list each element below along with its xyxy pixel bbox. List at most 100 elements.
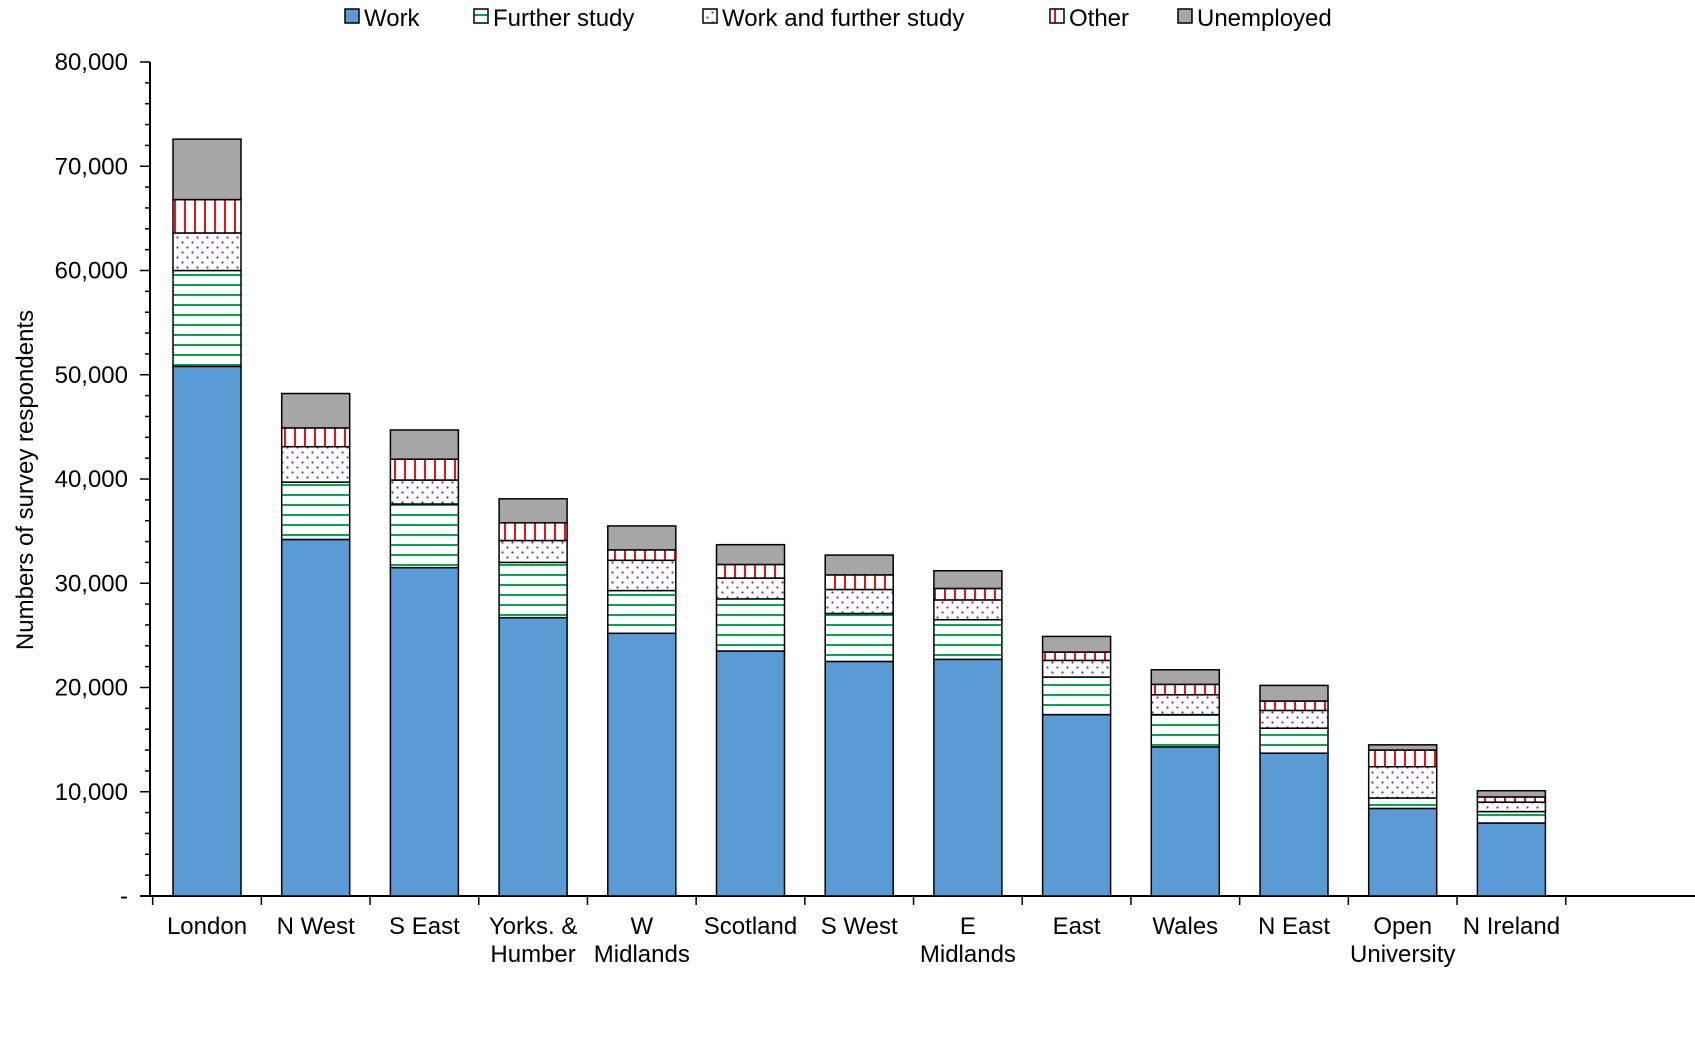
bar-other-east	[1041, 651, 1112, 662]
x-category-label: N Ireland	[1463, 913, 1560, 940]
legend-item-work: Work	[344, 5, 421, 32]
legend-item-further-study: Further study	[473, 5, 634, 32]
y-tick-label: 80,000	[55, 49, 128, 76]
bar-further-study-n-east	[1259, 727, 1329, 754]
x-category-label: N East	[1258, 913, 1330, 940]
bar-work-east	[1041, 713, 1112, 897]
bar-further-study-wales	[1150, 713, 1221, 748]
bar-other-n-ireland	[1476, 796, 1547, 803]
bar-work-and-further-study-w-midlands	[607, 559, 677, 592]
x-category-label: Open	[1373, 913, 1432, 940]
bar-further-study-s-west	[824, 612, 894, 663]
bar-other-wales	[1150, 683, 1221, 696]
bar-unemployed-n-west	[280, 392, 351, 429]
legend-swatch	[702, 8, 718, 24]
bar-work-and-further-study-s-east	[389, 479, 460, 505]
legend-item-other: Other	[1049, 5, 1129, 32]
bar-work-open-university	[1367, 807, 1438, 897]
bar-unemployed-wales	[1150, 669, 1221, 686]
legend-swatch	[1049, 8, 1065, 24]
bar-unemployed-yorks-humber	[498, 498, 568, 524]
bar-work-w-midlands	[607, 632, 677, 897]
bar-unemployed-s-east	[389, 429, 460, 460]
y-tick-label: 30,000	[55, 570, 128, 597]
x-category-label: University	[1350, 941, 1455, 968]
bar-other-london	[172, 198, 242, 234]
legend-swatch	[344, 8, 360, 24]
x-category-label: W	[630, 913, 653, 940]
y-axis-title: Numbers of survey respondents	[12, 310, 39, 650]
bar-further-study-w-midlands	[607, 589, 677, 635]
y-tick-label: 70,000	[55, 153, 128, 180]
y-tick-label: 40,000	[55, 466, 128, 493]
bar-work-e-midlands	[933, 658, 1003, 897]
legend-swatch	[473, 8, 489, 24]
bar-work-and-further-study-n-west	[280, 445, 351, 483]
y-tick-label: 50,000	[55, 362, 128, 389]
bar-other-yorks-humber	[498, 522, 568, 542]
x-category-label: London	[167, 913, 247, 940]
bar-unemployed-scotland	[715, 543, 786, 566]
x-category-label: Wales	[1152, 913, 1218, 940]
bar-unemployed-e-midlands	[933, 569, 1003, 590]
x-category-label: Yorks. &	[489, 913, 578, 940]
legend-label: Work	[364, 5, 421, 32]
x-category-label: S East	[389, 913, 460, 940]
bars	[172, 138, 1547, 897]
x-category-label: Humber	[490, 941, 575, 968]
x-category-label: S West	[821, 913, 898, 940]
bar-work-n-ireland	[1476, 822, 1547, 897]
bar-further-study-scotland	[715, 598, 786, 652]
bar-work-and-further-study-s-west	[824, 588, 894, 615]
bar-work-and-further-study-london	[172, 232, 242, 272]
bar-further-study-east	[1041, 676, 1112, 716]
bar-unemployed-w-midlands	[607, 525, 677, 551]
legend-swatch	[1177, 8, 1193, 24]
x-category-label: Scotland	[704, 913, 797, 940]
bar-further-study-open-university	[1367, 797, 1438, 810]
bar-other-s-west	[824, 574, 894, 591]
bar-further-study-yorks-humber	[498, 561, 568, 619]
bar-other-n-east	[1259, 700, 1329, 712]
legend-label: Further study	[493, 5, 634, 32]
bar-work-s-west	[824, 660, 894, 897]
y-tick-label: 10,000	[55, 779, 128, 806]
y-tick-label: 60,000	[55, 258, 128, 285]
bar-further-study-n-west	[280, 481, 351, 541]
bar-unemployed-open-university	[1367, 744, 1438, 751]
bar-work-and-further-study-scotland	[715, 577, 786, 600]
bar-work-and-further-study-e-midlands	[933, 599, 1003, 621]
bar-other-scotland	[715, 563, 786, 579]
bar-unemployed-london	[172, 138, 242, 201]
bar-work-n-west	[280, 538, 351, 897]
legend-item-unemployed: Unemployed	[1177, 5, 1332, 32]
bar-work-and-further-study-n-east	[1259, 709, 1329, 729]
x-category-label: E	[960, 913, 976, 940]
bar-work-london	[172, 365, 242, 897]
bar-work-and-further-study-wales	[1150, 694, 1221, 716]
legend-label: Unemployed	[1197, 5, 1332, 32]
legend-label: Other	[1069, 5, 1129, 32]
bar-work-and-further-study-yorks-humber	[498, 539, 568, 564]
bar-unemployed-n-east	[1259, 684, 1329, 702]
bar-work-and-further-study-open-university	[1367, 765, 1438, 799]
bar-further-study-s-east	[389, 503, 460, 569]
bar-further-study-london	[172, 269, 242, 368]
bar-work-and-further-study-east	[1041, 659, 1112, 678]
bar-unemployed-s-west	[824, 554, 894, 576]
bar-other-s-east	[389, 458, 460, 481]
x-category-label: N West	[277, 913, 356, 940]
x-category-label: Midlands	[920, 941, 1016, 968]
legend-item-work-and-further-study: Work and further study	[702, 5, 964, 32]
bar-work-scotland	[715, 650, 786, 897]
bar-further-study-e-midlands	[933, 618, 1003, 661]
legend-label: Work and further study	[722, 5, 964, 32]
x-category-label: Midlands	[594, 941, 690, 968]
bar-other-n-west	[280, 427, 351, 448]
category-labels: London N West S East Yorks. &HumberWMidland…	[167, 913, 1560, 968]
bar-unemployed-n-ireland	[1476, 789, 1547, 798]
bar-work-s-east	[389, 566, 460, 897]
x-category-label: East	[1053, 913, 1101, 940]
